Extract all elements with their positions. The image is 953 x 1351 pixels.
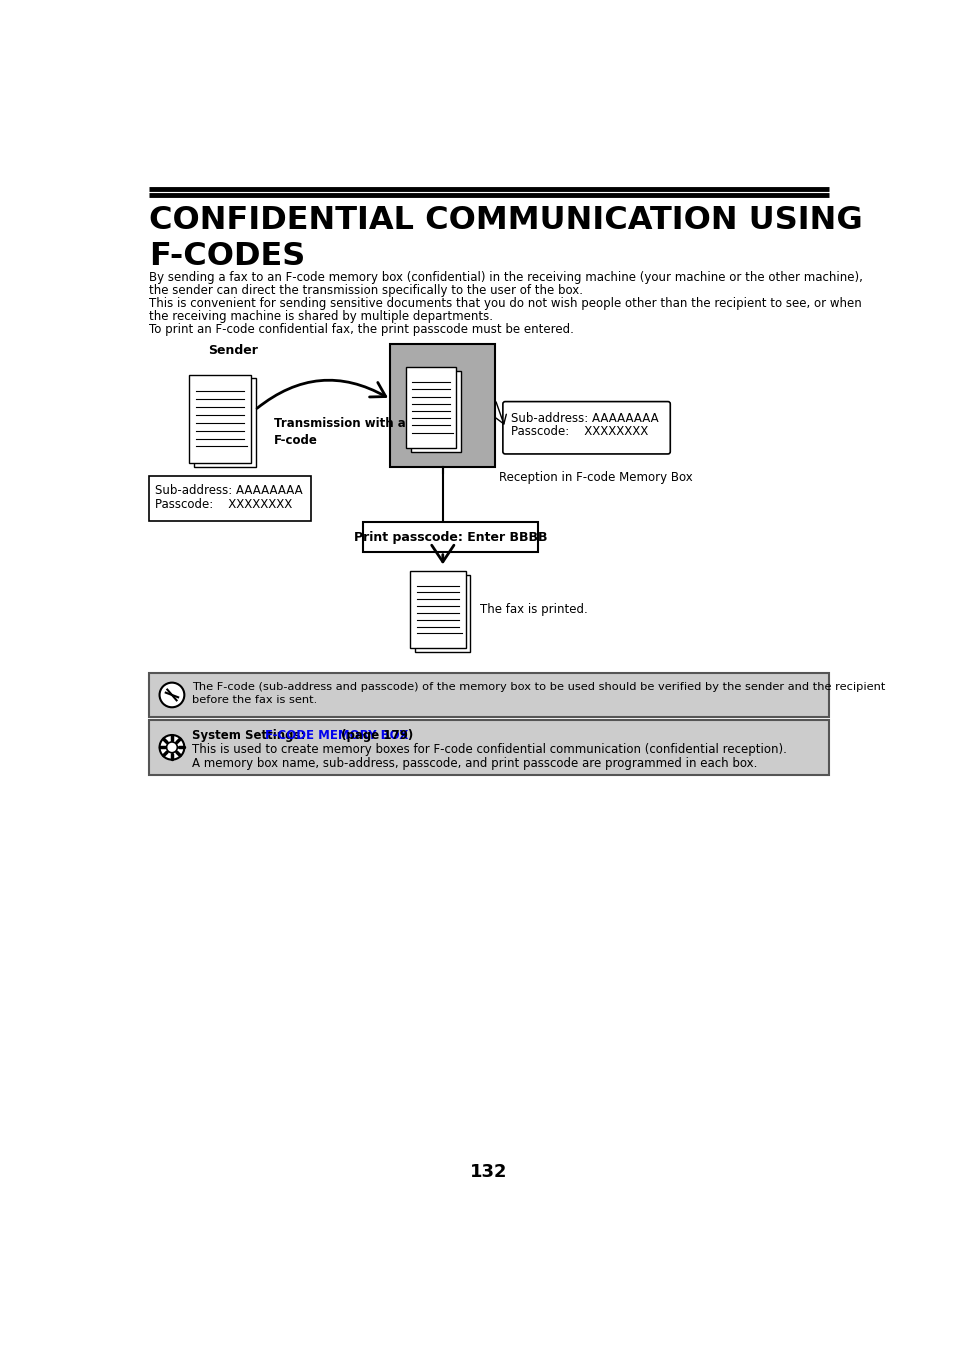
Text: CONFIDENTIAL COMMUNICATION USING: CONFIDENTIAL COMMUNICATION USING <box>149 205 862 236</box>
Bar <box>149 477 311 521</box>
FancyBboxPatch shape <box>502 401 670 454</box>
Text: This is convenient for sending sensitive documents that you do not wish people o: This is convenient for sending sensitive… <box>149 297 861 309</box>
Text: By sending a fax to an F-code memory box (confidential) in the receiving machine: By sending a fax to an F-code memory box… <box>149 270 862 284</box>
Circle shape <box>167 742 177 753</box>
Text: Sub-address: AAAAAAAA: Sub-address: AAAAAAAA <box>154 484 302 497</box>
FancyArrowPatch shape <box>496 401 506 424</box>
Text: the receiving machine is shared by multiple departments.: the receiving machine is shared by multi… <box>149 309 492 323</box>
Text: the sender can direct the transmission specifically to the user of the box.: the sender can direct the transmission s… <box>149 284 582 297</box>
Bar <box>410 571 465 648</box>
Text: To print an F-code confidential fax, the print passcode must be entered.: To print an F-code confidential fax, the… <box>149 323 573 336</box>
Text: before the fax is sent.: before the fax is sent. <box>192 694 317 705</box>
Bar <box>149 720 828 775</box>
Bar <box>406 367 456 447</box>
FancyArrowPatch shape <box>256 380 385 408</box>
Text: F-CODES: F-CODES <box>149 242 305 273</box>
Text: Sender: Sender <box>208 345 258 357</box>
Text: A memory box name, sub-address, passcode, and print passcode are programmed in e: A memory box name, sub-address, passcode… <box>192 757 757 770</box>
Bar <box>410 370 460 451</box>
Text: Passcode:    XXXXXXXX: Passcode: XXXXXXXX <box>511 426 648 439</box>
Circle shape <box>159 682 184 708</box>
Bar <box>415 574 470 651</box>
Bar <box>390 345 495 467</box>
Text: Reception in F-code Memory Box: Reception in F-code Memory Box <box>498 471 692 484</box>
Bar <box>193 378 255 467</box>
Circle shape <box>159 735 184 759</box>
Text: System Settings:: System Settings: <box>192 728 310 742</box>
Text: Receiver: Receiver <box>421 345 482 357</box>
Text: The fax is printed.: The fax is printed. <box>479 603 587 616</box>
Text: This is used to create memory boxes for F-code confidential communication (confi: This is used to create memory boxes for … <box>192 743 786 755</box>
Bar <box>149 673 828 717</box>
Text: Passcode:    XXXXXXXX: Passcode: XXXXXXXX <box>154 497 292 511</box>
Bar <box>189 374 251 463</box>
Text: The F-code (sub-address and passcode) of the memory box to be used should be ver: The F-code (sub-address and passcode) of… <box>192 682 884 692</box>
Text: F-CODE MEMORY BOX: F-CODE MEMORY BOX <box>264 728 407 742</box>
Text: 132: 132 <box>470 1163 507 1181</box>
FancyArrowPatch shape <box>432 546 454 562</box>
Text: Sub-address: AAAAAAAA: Sub-address: AAAAAAAA <box>511 412 659 424</box>
Bar <box>363 523 537 551</box>
Text: Transmission with an
F-code: Transmission with an F-code <box>274 417 414 447</box>
Text: (page 179): (page 179) <box>336 728 413 742</box>
Text: Print passcode: Enter BBBB: Print passcode: Enter BBBB <box>354 531 547 543</box>
